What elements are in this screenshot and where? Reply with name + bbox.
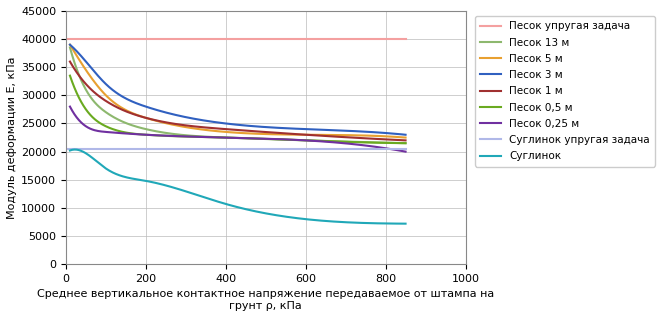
Песок 0,25 м <box>271 137 279 141</box>
Песок 13 м <box>265 137 272 141</box>
Песок 5 м <box>349 133 357 137</box>
Песок 13 м <box>266 137 274 141</box>
Песок 0,25 м <box>66 105 74 108</box>
Песок 1 м <box>349 136 357 140</box>
Суглинок <box>402 222 410 225</box>
Песок 0,5 м <box>402 141 410 145</box>
X-axis label: Среднее вертикальное контактное напряжение передаваемое от штампа на
грунт ρ, кП: Среднее вертикальное контактное напряжен… <box>37 289 495 311</box>
Песок 0,25 м <box>265 137 272 141</box>
Line: Песок 13 м: Песок 13 м <box>70 47 406 143</box>
Песок 3 м <box>66 43 74 47</box>
Песок 0,25 м <box>370 145 378 149</box>
Песок 3 м <box>67 44 75 48</box>
Суглинок <box>267 212 275 216</box>
Суглинок <box>266 212 274 216</box>
Суглинок <box>350 221 358 225</box>
Песок 5 м <box>402 136 410 140</box>
Песок 13 м <box>402 141 410 145</box>
Песок 3 м <box>370 130 378 134</box>
Суглинок <box>67 148 75 152</box>
Песок 0,25 м <box>266 137 274 141</box>
Песок 3 м <box>266 125 274 129</box>
Песок 3 м <box>402 133 410 137</box>
Песок 1 м <box>370 137 378 141</box>
Y-axis label: Модуль деформации E, кПа: Модуль деформации E, кПа <box>7 56 17 219</box>
Песок 3 м <box>265 125 272 129</box>
Line: Песок 3 м: Песок 3 м <box>70 45 406 135</box>
Line: Песок 5 м: Песок 5 м <box>70 45 406 138</box>
Песок 5 м <box>66 43 74 47</box>
Песок 13 м <box>349 140 357 144</box>
Line: Песок 1 м: Песок 1 м <box>70 62 406 140</box>
Песок 1 м <box>66 60 74 64</box>
Песок 1 м <box>67 62 75 66</box>
Песок 5 м <box>370 134 378 138</box>
Песок 13 м <box>271 137 279 141</box>
Песок 0,5 м <box>265 137 272 141</box>
Песок 0,5 м <box>266 137 274 141</box>
Line: Песок 0,5 м: Песок 0,5 м <box>70 76 406 143</box>
Песок 0,5 м <box>66 74 74 78</box>
Песок 0,5 м <box>349 140 357 144</box>
Суглинок <box>371 221 379 225</box>
Песок 1 м <box>266 130 274 134</box>
Песок 3 м <box>271 126 279 129</box>
Песок 3 м <box>349 129 357 133</box>
Песок 5 м <box>266 132 274 136</box>
Песок 0,25 м <box>349 142 357 146</box>
Песок 13 м <box>67 50 75 53</box>
Песок 13 м <box>66 45 74 49</box>
Песок 13 м <box>370 141 378 144</box>
Песок 1 м <box>271 131 279 135</box>
Песок 5 м <box>271 132 279 136</box>
Line: Суглинок: Суглинок <box>70 149 406 224</box>
Песок 0,25 м <box>402 150 410 154</box>
Песок 5 м <box>67 45 75 48</box>
Песок 0,5 м <box>370 141 378 145</box>
Песок 0,5 м <box>67 77 75 81</box>
Песок 0,25 м <box>67 107 75 111</box>
Суглинок <box>272 213 280 217</box>
Legend: Песок упругая задача, Песок 13 м, Песок 5 м, Песок 3 м, Песок 1 м, Песок 0,5 м, : Песок упругая задача, Песок 13 м, Песок … <box>475 16 655 167</box>
Песок 1 м <box>265 130 272 134</box>
Суглинок <box>66 149 74 152</box>
Суглинок <box>70 148 78 151</box>
Песок 1 м <box>402 138 410 142</box>
Песок 5 м <box>265 132 272 136</box>
Line: Песок 0,25 м: Песок 0,25 м <box>70 107 406 152</box>
Песок 0,5 м <box>271 137 279 141</box>
